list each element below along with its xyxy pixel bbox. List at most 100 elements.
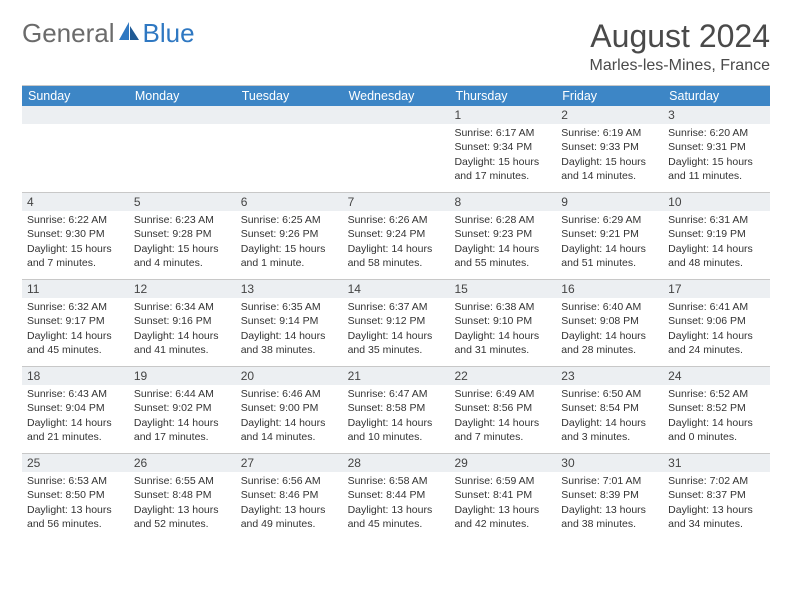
day-line: Daylight: 14 hours (668, 242, 765, 256)
day-line: Daylight: 14 hours (348, 242, 445, 256)
day-line: and 56 minutes. (27, 517, 124, 531)
day-body: Sunrise: 6:44 AMSunset: 9:02 PMDaylight:… (129, 385, 236, 448)
day-line: Daylight: 14 hours (27, 329, 124, 343)
day-body: Sunrise: 6:29 AMSunset: 9:21 PMDaylight:… (556, 211, 663, 274)
day-line: Sunrise: 6:53 AM (27, 474, 124, 488)
day-number (236, 106, 343, 124)
day-line: Sunrise: 6:32 AM (27, 300, 124, 314)
day-body: Sunrise: 6:25 AMSunset: 9:26 PMDaylight:… (236, 211, 343, 274)
day-line: Daylight: 14 hours (134, 416, 231, 430)
day-number: 28 (343, 454, 450, 472)
day-body: Sunrise: 6:38 AMSunset: 9:10 PMDaylight:… (449, 298, 556, 361)
day-number: 21 (343, 367, 450, 385)
day-number: 5 (129, 193, 236, 211)
day-line: Daylight: 14 hours (561, 329, 658, 343)
day-line: Sunset: 9:06 PM (668, 314, 765, 328)
calendar: SundayMondayTuesdayWednesdayThursdayFrid… (22, 85, 770, 540)
day-line: Sunrise: 6:20 AM (668, 126, 765, 140)
day-number: 26 (129, 454, 236, 472)
day-line: Sunset: 9:17 PM (27, 314, 124, 328)
day-body: Sunrise: 6:19 AMSunset: 9:33 PMDaylight:… (556, 124, 663, 187)
day-line: and 21 minutes. (27, 430, 124, 444)
day-body: Sunrise: 6:50 AMSunset: 8:54 PMDaylight:… (556, 385, 663, 448)
calendar-week: 18Sunrise: 6:43 AMSunset: 9:04 PMDayligh… (22, 367, 770, 454)
day-body: Sunrise: 7:01 AMSunset: 8:39 PMDaylight:… (556, 472, 663, 535)
day-line: Sunset: 9:02 PM (134, 401, 231, 415)
day-line: Daylight: 13 hours (454, 503, 551, 517)
day-line: Sunset: 9:30 PM (27, 227, 124, 241)
day-line: Daylight: 15 hours (454, 155, 551, 169)
day-line: and 38 minutes. (241, 343, 338, 357)
day-line: and 41 minutes. (134, 343, 231, 357)
day-body: Sunrise: 6:28 AMSunset: 9:23 PMDaylight:… (449, 211, 556, 274)
day-number: 14 (343, 280, 450, 298)
day-number: 6 (236, 193, 343, 211)
day-body: Sunrise: 6:35 AMSunset: 9:14 PMDaylight:… (236, 298, 343, 361)
day-line: Sunset: 9:04 PM (27, 401, 124, 415)
weekday-header-row: SundayMondayTuesdayWednesdayThursdayFrid… (22, 86, 770, 106)
day-line: Daylight: 15 hours (668, 155, 765, 169)
calendar-day (343, 106, 450, 192)
day-line: and 31 minutes. (454, 343, 551, 357)
day-line: Daylight: 14 hours (668, 329, 765, 343)
day-line: Daylight: 14 hours (348, 329, 445, 343)
day-body (129, 124, 236, 130)
day-line: Sunrise: 6:40 AM (561, 300, 658, 314)
day-line: Sunset: 8:54 PM (561, 401, 658, 415)
day-line: Sunset: 9:08 PM (561, 314, 658, 328)
sail-icon (117, 20, 141, 47)
calendar-day (22, 106, 129, 192)
day-body: Sunrise: 7:02 AMSunset: 8:37 PMDaylight:… (663, 472, 770, 535)
day-body: Sunrise: 6:34 AMSunset: 9:16 PMDaylight:… (129, 298, 236, 361)
calendar-day: 10Sunrise: 6:31 AMSunset: 9:19 PMDayligh… (663, 193, 770, 279)
day-line: Sunrise: 6:56 AM (241, 474, 338, 488)
day-line: Sunrise: 6:26 AM (348, 213, 445, 227)
day-line: Daylight: 13 hours (668, 503, 765, 517)
day-line: and 45 minutes. (348, 517, 445, 531)
day-body: Sunrise: 6:59 AMSunset: 8:41 PMDaylight:… (449, 472, 556, 535)
day-body: Sunrise: 6:31 AMSunset: 9:19 PMDaylight:… (663, 211, 770, 274)
day-line: Sunset: 9:33 PM (561, 140, 658, 154)
day-line: Daylight: 14 hours (241, 329, 338, 343)
day-line: Sunset: 8:48 PM (134, 488, 231, 502)
day-line: and 28 minutes. (561, 343, 658, 357)
day-line: and 48 minutes. (668, 256, 765, 270)
day-line: Daylight: 14 hours (668, 416, 765, 430)
day-line: Sunrise: 6:52 AM (668, 387, 765, 401)
day-line: Sunset: 9:23 PM (454, 227, 551, 241)
day-body: Sunrise: 6:23 AMSunset: 9:28 PMDaylight:… (129, 211, 236, 274)
day-line: Daylight: 14 hours (454, 416, 551, 430)
calendar-week: 11Sunrise: 6:32 AMSunset: 9:17 PMDayligh… (22, 280, 770, 367)
day-line: Sunrise: 7:01 AM (561, 474, 658, 488)
calendar-day: 17Sunrise: 6:41 AMSunset: 9:06 PMDayligh… (663, 280, 770, 366)
weekday-header: Thursday (449, 86, 556, 106)
day-line: and 1 minute. (241, 256, 338, 270)
day-body: Sunrise: 6:58 AMSunset: 8:44 PMDaylight:… (343, 472, 450, 535)
day-line: Sunset: 8:58 PM (348, 401, 445, 415)
day-number: 7 (343, 193, 450, 211)
calendar-week: 25Sunrise: 6:53 AMSunset: 8:50 PMDayligh… (22, 454, 770, 540)
day-line: Sunset: 9:24 PM (348, 227, 445, 241)
day-line: and 14 minutes. (241, 430, 338, 444)
day-line: Sunrise: 6:47 AM (348, 387, 445, 401)
day-line: and 4 minutes. (134, 256, 231, 270)
day-number: 27 (236, 454, 343, 472)
day-line: and 49 minutes. (241, 517, 338, 531)
day-line: and 24 minutes. (668, 343, 765, 357)
day-number: 30 (556, 454, 663, 472)
day-line: Sunrise: 6:43 AM (27, 387, 124, 401)
logo-part2: Blue (143, 18, 195, 49)
calendar-week: 1Sunrise: 6:17 AMSunset: 9:34 PMDaylight… (22, 106, 770, 193)
day-line: Daylight: 14 hours (134, 329, 231, 343)
page-subtitle: Marles-les-Mines, France (590, 57, 770, 75)
day-line: Sunset: 9:28 PM (134, 227, 231, 241)
day-line: Sunset: 9:19 PM (668, 227, 765, 241)
calendar-day: 8Sunrise: 6:28 AMSunset: 9:23 PMDaylight… (449, 193, 556, 279)
day-number: 12 (129, 280, 236, 298)
calendar-day (129, 106, 236, 192)
day-line: Sunset: 8:39 PM (561, 488, 658, 502)
day-line: Daylight: 15 hours (134, 242, 231, 256)
day-number: 19 (129, 367, 236, 385)
day-number: 22 (449, 367, 556, 385)
day-line: Sunrise: 6:31 AM (668, 213, 765, 227)
